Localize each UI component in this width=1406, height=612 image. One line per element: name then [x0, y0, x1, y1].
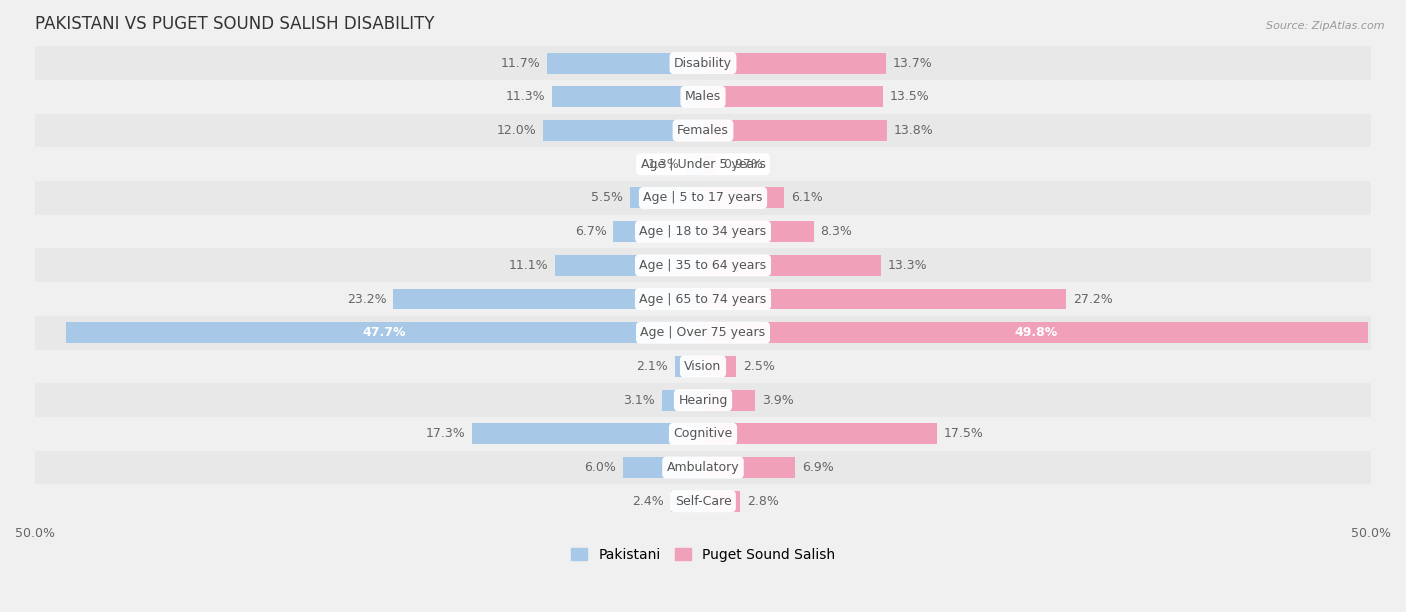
Text: 13.8%: 13.8% — [894, 124, 934, 137]
Text: Age | 18 to 34 years: Age | 18 to 34 years — [640, 225, 766, 238]
Text: Females: Females — [678, 124, 728, 137]
Bar — [623, 457, 703, 478]
Text: Vision: Vision — [685, 360, 721, 373]
Text: 11.1%: 11.1% — [509, 259, 548, 272]
Text: 2.8%: 2.8% — [747, 494, 779, 508]
Text: Cognitive: Cognitive — [673, 427, 733, 441]
Text: 23.2%: 23.2% — [347, 293, 387, 305]
Bar — [703, 255, 880, 276]
Bar — [35, 383, 1371, 417]
Text: 5.5%: 5.5% — [591, 192, 623, 204]
Bar — [35, 215, 1371, 248]
Bar — [35, 80, 1371, 114]
Text: 12.0%: 12.0% — [496, 124, 536, 137]
Text: 47.7%: 47.7% — [363, 326, 406, 339]
Text: Age | 65 to 74 years: Age | 65 to 74 years — [640, 293, 766, 305]
Text: Males: Males — [685, 91, 721, 103]
Text: Age | Under 5 years: Age | Under 5 years — [641, 158, 765, 171]
Text: 6.0%: 6.0% — [585, 461, 616, 474]
Bar — [662, 390, 703, 411]
Bar — [35, 450, 1371, 485]
Text: 11.7%: 11.7% — [501, 57, 540, 70]
Text: 17.5%: 17.5% — [943, 427, 983, 441]
Text: 2.4%: 2.4% — [633, 494, 664, 508]
Text: 3.9%: 3.9% — [762, 394, 793, 406]
Bar — [555, 255, 703, 276]
Text: 1.3%: 1.3% — [647, 158, 679, 171]
Bar — [35, 47, 1371, 80]
Text: Age | 35 to 64 years: Age | 35 to 64 years — [640, 259, 766, 272]
Text: 6.1%: 6.1% — [792, 192, 823, 204]
Bar — [703, 289, 1066, 310]
Text: 6.7%: 6.7% — [575, 225, 607, 238]
Bar — [547, 53, 703, 73]
Text: 13.3%: 13.3% — [887, 259, 927, 272]
Text: 11.3%: 11.3% — [506, 91, 546, 103]
Bar — [35, 485, 1371, 518]
Bar — [35, 282, 1371, 316]
Bar — [35, 181, 1371, 215]
Bar — [703, 86, 883, 107]
Bar — [394, 289, 703, 310]
Bar — [703, 491, 741, 512]
Text: Ambulatory: Ambulatory — [666, 461, 740, 474]
Text: 6.9%: 6.9% — [801, 461, 834, 474]
Text: 27.2%: 27.2% — [1073, 293, 1112, 305]
Bar — [66, 323, 703, 343]
Bar — [703, 457, 796, 478]
Bar — [703, 187, 785, 208]
Bar — [703, 53, 886, 73]
Text: 2.1%: 2.1% — [637, 360, 668, 373]
Bar — [703, 323, 1368, 343]
Bar — [675, 356, 703, 377]
Text: Self-Care: Self-Care — [675, 494, 731, 508]
Bar — [703, 221, 814, 242]
Bar — [703, 390, 755, 411]
Text: PAKISTANI VS PUGET SOUND SALISH DISABILITY: PAKISTANI VS PUGET SOUND SALISH DISABILI… — [35, 15, 434, 33]
Bar — [703, 424, 936, 444]
Text: 17.3%: 17.3% — [426, 427, 465, 441]
Bar — [35, 417, 1371, 450]
Text: 49.8%: 49.8% — [1014, 326, 1057, 339]
Text: 3.1%: 3.1% — [623, 394, 655, 406]
Bar — [703, 154, 716, 174]
Text: 13.7%: 13.7% — [893, 57, 932, 70]
Text: Disability: Disability — [673, 57, 733, 70]
Bar — [671, 491, 703, 512]
Bar — [35, 248, 1371, 282]
Bar — [630, 187, 703, 208]
Bar — [553, 86, 703, 107]
Text: Hearing: Hearing — [678, 394, 728, 406]
Text: 0.97%: 0.97% — [723, 158, 762, 171]
Text: Age | Over 75 years: Age | Over 75 years — [641, 326, 765, 339]
Bar — [472, 424, 703, 444]
Bar — [613, 221, 703, 242]
Text: 2.5%: 2.5% — [744, 360, 775, 373]
Bar — [543, 120, 703, 141]
Bar — [686, 154, 703, 174]
Bar — [35, 147, 1371, 181]
Bar — [35, 114, 1371, 147]
Text: 8.3%: 8.3% — [821, 225, 852, 238]
Bar — [703, 120, 887, 141]
Text: Source: ZipAtlas.com: Source: ZipAtlas.com — [1267, 21, 1385, 31]
Bar — [35, 316, 1371, 349]
Bar — [35, 349, 1371, 383]
Legend: Pakistani, Puget Sound Salish: Pakistani, Puget Sound Salish — [565, 542, 841, 567]
Text: 13.5%: 13.5% — [890, 91, 929, 103]
Text: Age | 5 to 17 years: Age | 5 to 17 years — [644, 192, 762, 204]
Bar — [703, 356, 737, 377]
